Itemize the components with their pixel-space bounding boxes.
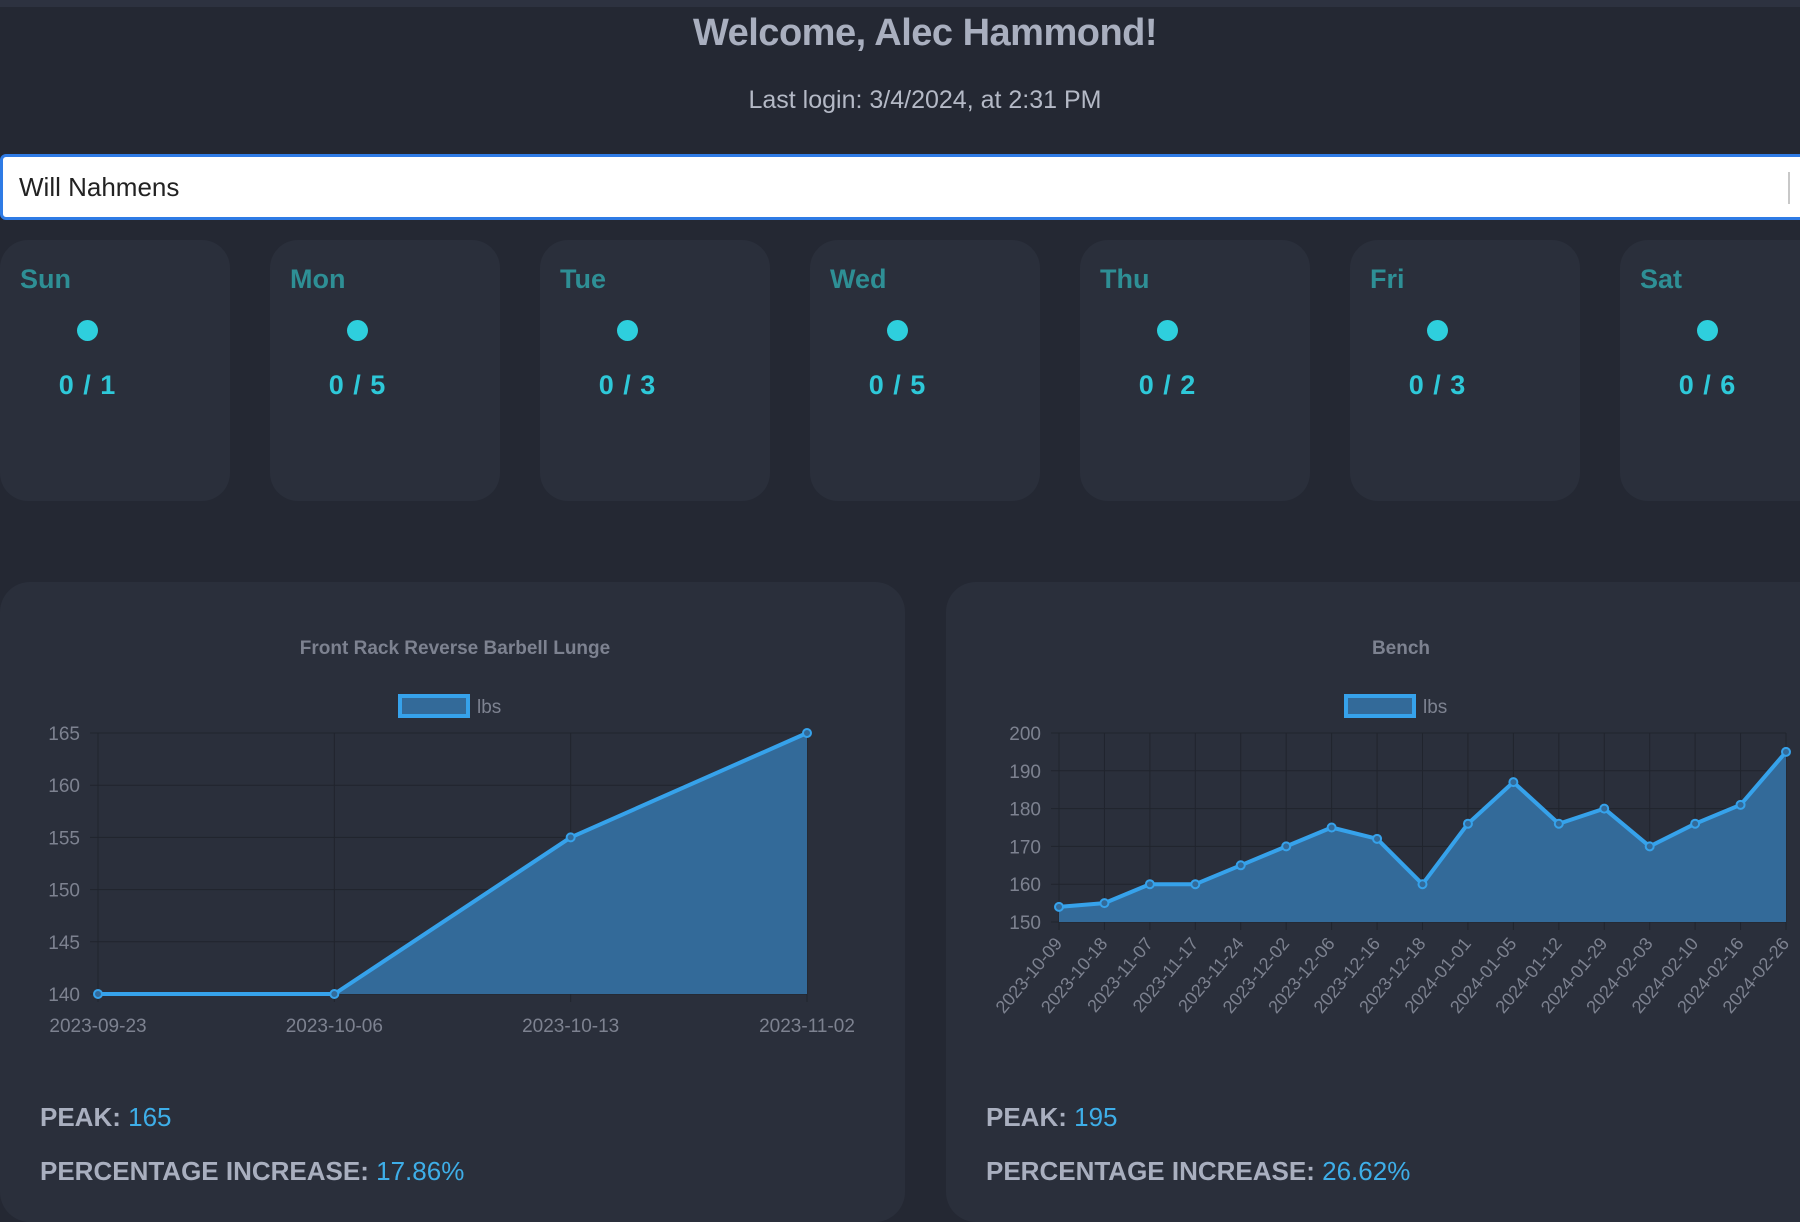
- data-point[interactable]: [1508, 777, 1519, 788]
- y-tick-label: 140: [48, 985, 80, 1006]
- peak-stat: PEAK: 165: [40, 1102, 172, 1133]
- day-completion-count: 0 / 1: [58, 370, 117, 400]
- x-tick-label: 2023-11-02: [759, 1016, 855, 1037]
- data-point[interactable]: [1417, 879, 1428, 890]
- y-tick-label: 180: [1009, 800, 1041, 821]
- status-dot-icon: [77, 320, 98, 341]
- x-tick-label: 2023-10-13: [522, 1016, 619, 1037]
- chart-title: Front Rack Reverse Barbell Lunge: [300, 638, 610, 659]
- peak-label: PEAK:: [40, 1102, 121, 1132]
- y-tick-label: 145: [48, 933, 80, 954]
- data-point[interactable]: [565, 832, 576, 843]
- day-card-mon[interactable]: Mon 0 / 5: [270, 240, 500, 501]
- chart-panel-lunge: Front Rack Reverse Barbell Lunge lbs 140 14…: [0, 582, 905, 1222]
- percentage-increase-stat: PERCENTAGE INCREASE: 17.86%: [40, 1156, 464, 1187]
- data-point[interactable]: [1462, 818, 1473, 829]
- y-tick-label: 150: [1009, 913, 1041, 934]
- chart-title: Bench: [1372, 638, 1430, 659]
- top-strip: [0, 0, 1800, 7]
- percentage-increase-label: PERCENTAGE INCREASE:: [986, 1156, 1315, 1186]
- peak-stat: PEAK: 195: [986, 1102, 1118, 1133]
- y-tick-label: 160: [1009, 875, 1041, 896]
- day-label: Sun: [20, 264, 71, 294]
- y-tick-label: 170: [1009, 837, 1041, 858]
- day-completion-count: 0 / 2: [1138, 370, 1197, 400]
- data-point[interactable]: [1281, 841, 1292, 852]
- day-card-wed[interactable]: Wed 0 / 5: [810, 240, 1040, 501]
- day-card-sat[interactable]: Sat 0 / 6: [1620, 240, 1800, 501]
- legend-label[interactable]: lbs: [1423, 697, 1447, 718]
- athlete-select[interactable]: [0, 154, 1800, 220]
- day-card-sun[interactable]: Sun 0 / 1: [0, 240, 230, 501]
- data-point[interactable]: [93, 989, 103, 999]
- legend-label[interactable]: lbs: [477, 697, 501, 718]
- day-card-fri[interactable]: Fri 0 / 3: [1350, 240, 1580, 501]
- status-dot-icon: [1697, 320, 1718, 341]
- data-point[interactable]: [1690, 818, 1701, 829]
- day-label: Mon: [290, 264, 346, 294]
- area-fill: [98, 733, 807, 994]
- peak-value: 195: [1074, 1102, 1118, 1132]
- chart-panel-bench: Bench lbs 150 160 170 180 190 200 2023-10-09 2023…: [946, 582, 1800, 1222]
- last-login-text: Last login: 3/4/2024, at 2:31 PM: [748, 86, 1102, 114]
- day-label: Wed: [830, 264, 887, 294]
- y-tick-label: 150: [48, 881, 80, 902]
- day-completion-count: 0 / 3: [1408, 370, 1467, 400]
- bench-progress-chart: Benchlbs1501601701801902002023-10-092023…: [992, 638, 1794, 1017]
- legend-swatch-icon[interactable]: [398, 694, 470, 718]
- data-point[interactable]: [1372, 833, 1383, 844]
- data-point[interactable]: [1190, 879, 1201, 890]
- percentage-increase-stat: PERCENTAGE INCREASE: 26.62%: [986, 1156, 1410, 1187]
- y-tick-label: 165: [48, 724, 80, 745]
- x-tick-label: 2023-09-23: [49, 1016, 146, 1037]
- legend-swatch-icon[interactable]: [1344, 694, 1416, 718]
- day-completion-count: 0 / 6: [1678, 370, 1737, 400]
- welcome-heading: Welcome, Alec Hammond!: [692, 12, 1158, 54]
- data-point[interactable]: [1326, 822, 1337, 833]
- day-completion-count: 0 / 5: [868, 370, 927, 400]
- day-label: Tue: [560, 264, 606, 294]
- data-point[interactable]: [1781, 746, 1791, 757]
- status-dot-icon: [347, 320, 368, 341]
- y-tick-label: 200: [1009, 724, 1041, 745]
- status-dot-icon: [887, 320, 908, 341]
- lunge-progress-chart: Front Rack Reverse Barbell Lunge lbs 140 14…: [48, 638, 855, 1037]
- percentage-increase-value: 26.62%: [1322, 1156, 1411, 1186]
- data-point[interactable]: [1235, 860, 1246, 871]
- data-point[interactable]: [1735, 799, 1746, 810]
- day-card-thu[interactable]: Thu 0 / 2: [1080, 240, 1310, 501]
- data-point[interactable]: [1099, 898, 1110, 909]
- select-indicator-separator: [1788, 172, 1790, 204]
- day-label: Thu: [1100, 264, 1150, 294]
- data-point[interactable]: [1553, 818, 1564, 829]
- data-point[interactable]: [1144, 879, 1155, 890]
- area-fill: [1059, 751, 1786, 922]
- day-completion-count: 0 / 3: [598, 370, 657, 400]
- day-label: Fri: [1370, 264, 1405, 294]
- day-label: Sat: [1640, 264, 1683, 294]
- data-point[interactable]: [802, 728, 812, 738]
- status-dot-icon: [1427, 320, 1448, 341]
- y-tick-label: 160: [48, 776, 80, 797]
- data-point[interactable]: [1054, 901, 1064, 912]
- data-point[interactable]: [329, 989, 340, 999]
- data-line: [98, 731, 808, 996]
- status-dot-icon: [1157, 320, 1178, 341]
- y-tick-label: 155: [48, 828, 80, 849]
- x-tick-label: 2023-10-06: [286, 1016, 383, 1037]
- status-dot-icon: [617, 320, 638, 341]
- data-point[interactable]: [1644, 841, 1655, 852]
- day-card-tue[interactable]: Tue 0 / 3: [540, 240, 770, 501]
- peak-label: PEAK:: [986, 1102, 1067, 1132]
- data-point[interactable]: [1599, 803, 1610, 814]
- peak-value: 165: [128, 1102, 172, 1132]
- y-tick-label: 190: [1009, 762, 1041, 783]
- percentage-increase-label: PERCENTAGE INCREASE:: [40, 1156, 369, 1186]
- athlete-search-input[interactable]: [19, 157, 1719, 217]
- percentage-increase-value: 17.86%: [376, 1156, 465, 1186]
- day-completion-count: 0 / 5: [328, 370, 387, 400]
